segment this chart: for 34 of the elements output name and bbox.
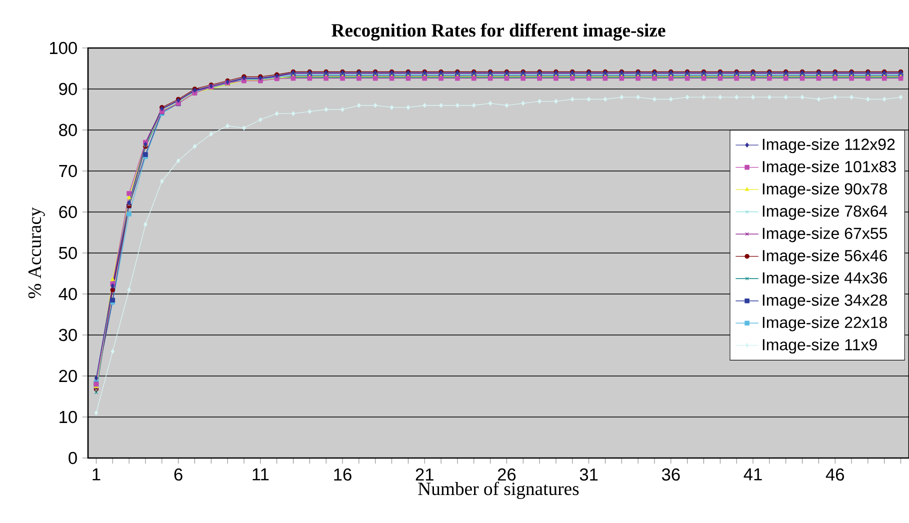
y-tick-label: 20: [59, 370, 77, 382]
legend-label: Image-size 112x92: [762, 138, 895, 154]
y-tick-label: 10: [60, 410, 77, 424]
x-tick-label: 46: [826, 468, 844, 481]
legend-label: Image-size 22x18: [762, 316, 887, 332]
legend-label: Image-size 90x78: [762, 182, 887, 198]
x-tick-label: 41: [744, 468, 762, 480]
y-tick-label: 60: [59, 206, 77, 218]
legend-label: Image-size 34x28: [762, 294, 887, 309]
x-tick-label: 11: [252, 468, 269, 480]
legend-label: Image-size 101x83: [762, 160, 896, 176]
x-tick-label: 1: [92, 468, 100, 480]
legend-label: Image-size 56x46: [762, 250, 887, 264]
legend-label: Image-size 78x64: [762, 205, 888, 220]
x-axis-title: Number of signatures: [418, 482, 579, 499]
x-tick-label: 36: [662, 468, 680, 481]
x-tick-label: 31: [580, 468, 598, 481]
legend-label: Image-size 44x36: [762, 272, 887, 287]
y-tick-label: 40: [58, 288, 77, 300]
x-tick-label: 16: [334, 468, 352, 481]
y-tick-label: 30: [58, 328, 77, 342]
y-tick-label: 80: [59, 124, 77, 136]
y-tick-label: 100: [50, 42, 77, 54]
y-tick-label: 0: [68, 452, 77, 464]
y-tick-label: 50: [59, 246, 77, 260]
chart-title: Recognition Rates for different image-size: [332, 23, 666, 41]
y-tick-label: 70: [59, 164, 77, 178]
x-tick-label: 6: [174, 468, 182, 481]
x-tick-label: 21: [416, 468, 434, 480]
y-axis-title: % Accuracy: [28, 207, 45, 298]
y-tick-label: 90: [59, 82, 77, 96]
x-tick-label: 26: [498, 468, 516, 481]
legend-label: Image-size 11x9: [762, 338, 877, 354]
legend-label: Image-size 67x55: [762, 227, 888, 242]
